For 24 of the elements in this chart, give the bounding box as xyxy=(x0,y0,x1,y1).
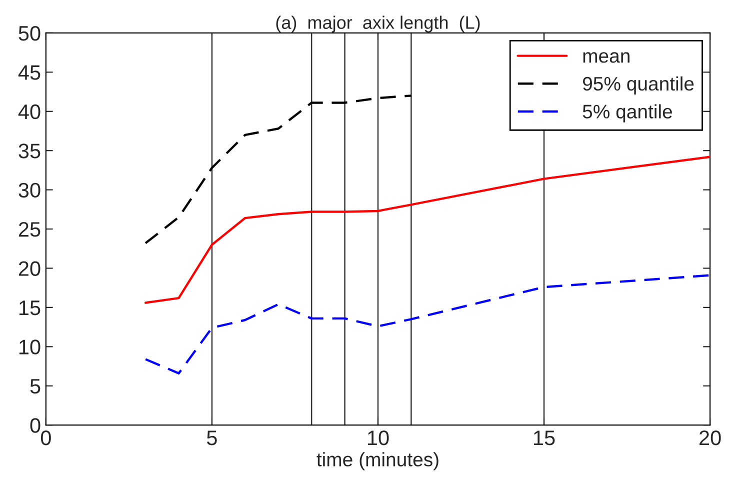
legend-label: 5% qantile xyxy=(582,104,672,122)
line-series xyxy=(144,274,710,374)
chart-title: (a) major axix length (L) xyxy=(276,16,480,33)
y-tick-label: 20 xyxy=(18,261,40,276)
y-tick-label: 5 xyxy=(30,379,40,394)
legend-label: 95% quantile xyxy=(582,76,694,94)
y-tick-label: 40 xyxy=(18,104,40,120)
line-series xyxy=(144,156,710,304)
y-tick-label: 10 xyxy=(19,340,40,354)
x-tick-label: 15 xyxy=(534,430,555,446)
y-tick-label: 15 xyxy=(19,300,40,316)
y-tick-label: 35 xyxy=(18,144,40,158)
line-series xyxy=(144,94,412,244)
y-tick-label: 30 xyxy=(18,182,40,198)
legend-label: mean xyxy=(583,52,630,63)
x-tick-label: 20 xyxy=(700,430,721,446)
x-tick-label: 0 xyxy=(40,430,51,446)
y-tick-label: 25 xyxy=(18,222,40,237)
x-tick-label: 10 xyxy=(368,430,389,446)
y-tick-label: 0 xyxy=(30,418,40,433)
y-tick-label: 50 xyxy=(18,26,40,41)
x-axis-title: time (minutes) xyxy=(316,452,438,470)
y-tick-label: 45 xyxy=(18,65,40,80)
x-tick-label: 5 xyxy=(206,430,217,446)
